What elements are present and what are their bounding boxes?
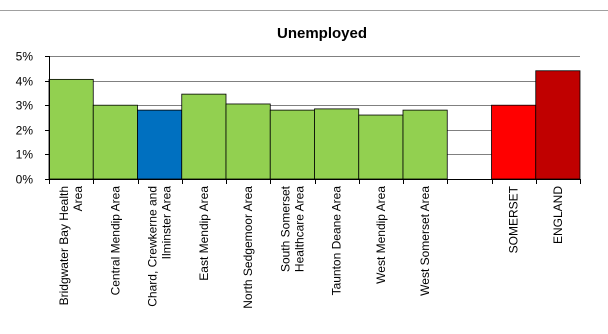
x-tick-label-line: South Somerset bbox=[278, 185, 292, 272]
x-tick-label: South SomersetHealthcare Area bbox=[278, 185, 306, 272]
bar bbox=[225, 103, 271, 180]
bars bbox=[48, 70, 581, 180]
y-tick-label: 1% bbox=[16, 148, 34, 162]
y-tick-label: 2% bbox=[16, 124, 34, 138]
x-tick-label-line: Chard, Crewkerne and bbox=[146, 186, 160, 307]
y-tick-label: 5% bbox=[16, 50, 34, 64]
x-tick-labels: Bridgwater Bay HealthArea Central Mendip … bbox=[57, 185, 565, 308]
x-tick-label: Chard, Crewkerne andIlminster Area bbox=[146, 186, 174, 307]
bar bbox=[92, 104, 138, 180]
x-tick-label: SOMERSET bbox=[507, 185, 521, 253]
x-tick-label-line: Healthcare Area bbox=[292, 186, 306, 272]
x-tick-label-line: East Mendip Area bbox=[197, 186, 211, 281]
bar bbox=[137, 109, 183, 180]
x-tick-label-line: West Mendip Area bbox=[374, 186, 388, 284]
x-tick-label: Bridgwater Bay HealthArea bbox=[57, 186, 85, 306]
bar bbox=[48, 78, 94, 180]
x-tick-label-line: Central Mendip Area bbox=[108, 186, 122, 296]
chart-title: Unemployed bbox=[277, 25, 367, 42]
bar bbox=[535, 70, 581, 180]
x-tick-label: West Mendip Area bbox=[374, 186, 388, 284]
x-tick-label-line: West Somerset Area bbox=[418, 186, 432, 296]
x-tick-label-line: Ilminster Area bbox=[160, 186, 174, 260]
axes bbox=[45, 56, 581, 184]
x-tick-label: Taunton Deane Area bbox=[330, 186, 344, 296]
bar bbox=[491, 104, 537, 180]
x-tick-label: West Somerset Area bbox=[418, 186, 432, 296]
x-tick-label: North Sedgemoor Area bbox=[241, 186, 255, 309]
x-tick-label-line: Taunton Deane Area bbox=[330, 186, 344, 296]
bar bbox=[181, 93, 227, 180]
y-tick-labels: 0% 1% 2% 3% 4% 5% bbox=[16, 50, 34, 187]
x-tick-label-line: Area bbox=[71, 186, 85, 212]
x-tick-label: East Mendip Area bbox=[197, 186, 211, 281]
x-tick-label: ENGLAND bbox=[551, 186, 565, 244]
y-tick-label: 4% bbox=[16, 75, 34, 89]
x-tick-label-line: ENGLAND bbox=[551, 186, 565, 244]
x-tick-label-line: Bridgwater Bay Health bbox=[57, 186, 71, 305]
x-tick-label: Central Mendip Area bbox=[108, 186, 122, 296]
y-tick-label: 0% bbox=[16, 173, 34, 187]
x-tick-label-line: SOMERSET bbox=[507, 185, 521, 253]
bar bbox=[269, 109, 315, 180]
bar bbox=[402, 109, 448, 180]
bar bbox=[358, 114, 404, 180]
x-tick-label-line: North Sedgemoor Area bbox=[241, 186, 255, 309]
y-tick-label: 3% bbox=[16, 99, 34, 113]
bar bbox=[314, 108, 360, 180]
